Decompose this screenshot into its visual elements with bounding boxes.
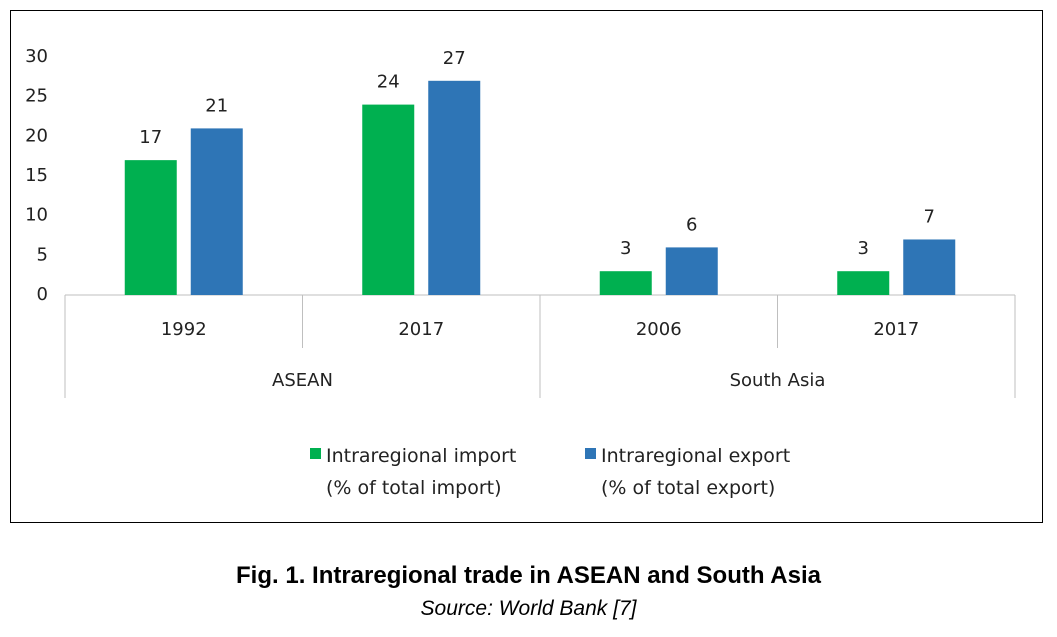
- data-label: 3: [620, 238, 631, 259]
- y-tick-label: 20: [25, 125, 48, 146]
- x-tick-label: 2017: [398, 319, 444, 340]
- bar: [428, 80, 481, 295]
- x-tick-label: 2017: [873, 319, 919, 340]
- data-label: 6: [686, 214, 697, 235]
- group-label: ASEAN: [272, 370, 333, 391]
- bar: [124, 160, 177, 295]
- group-label: South Asia: [730, 370, 826, 391]
- data-label: 24: [377, 72, 400, 93]
- bar: [837, 271, 890, 295]
- bar: [190, 128, 243, 295]
- y-tick-label: 15: [25, 165, 48, 186]
- source: Source: World Bank [7]: [420, 597, 637, 620]
- y-tick-label: 5: [37, 244, 48, 265]
- bar: [665, 247, 718, 295]
- bar: [362, 104, 415, 295]
- data-label: 3: [858, 238, 869, 259]
- data-label: 27: [443, 48, 466, 69]
- data-label: 21: [205, 95, 228, 116]
- data-label: 7: [924, 206, 935, 227]
- legend-label: Intraregional import (% of total import): [326, 445, 517, 499]
- legend-label: Intraregional export (% of total export): [601, 445, 791, 499]
- x-tick-label: 1992: [161, 319, 207, 340]
- caption: Fig. 1. Intraregional trade in ASEAN and…: [236, 562, 821, 589]
- x-tick-label: 2006: [636, 319, 682, 340]
- y-tick-label: 25: [25, 86, 48, 107]
- y-tick-label: 30: [25, 46, 48, 67]
- bar: [599, 271, 652, 295]
- y-tick-label: 10: [25, 205, 48, 226]
- legend-swatch: [585, 448, 596, 459]
- legend-swatch: [310, 448, 321, 459]
- y-tick-label: 0: [37, 284, 48, 305]
- data-label: 17: [139, 127, 162, 148]
- frame: [10, 10, 1043, 523]
- bar: [903, 239, 956, 295]
